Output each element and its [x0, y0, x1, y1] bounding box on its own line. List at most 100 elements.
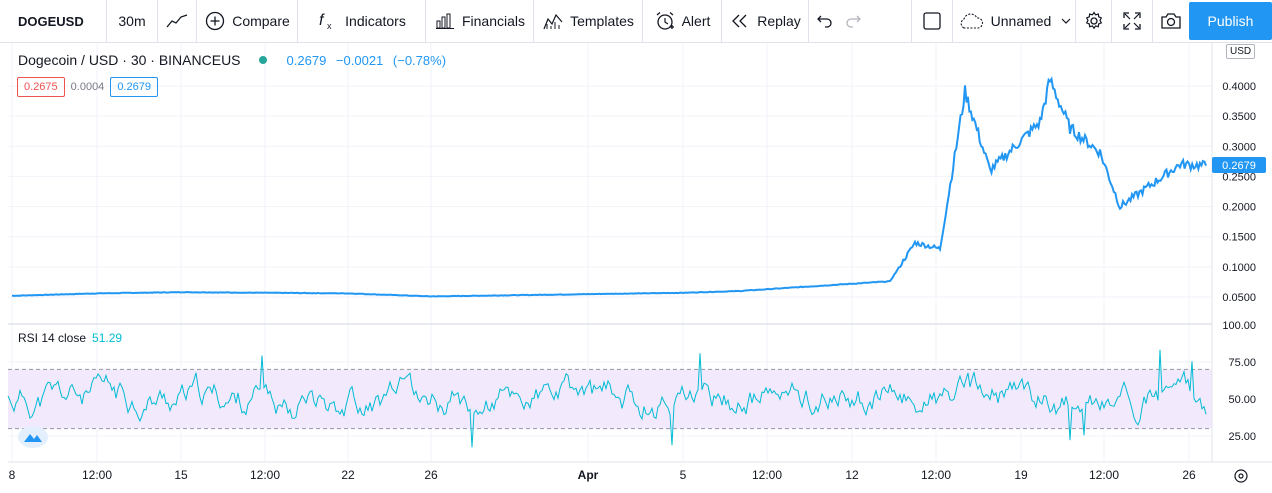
redo-button[interactable] — [840, 0, 866, 42]
alert-label: Alert — [681, 13, 711, 29]
camera-icon — [1160, 13, 1181, 29]
currency-badge[interactable]: USD — [1226, 44, 1256, 59]
symbol-search-button[interactable]: DOGEUSD — [8, 0, 98, 42]
publish-label: Publish — [1207, 13, 1254, 29]
toolbar-divider — [952, 0, 953, 42]
toolbar-divider — [1152, 0, 1153, 42]
interval-label: 30m — [118, 13, 146, 29]
toolbar-divider — [1111, 0, 1112, 42]
time-axis-tick-label: 26 — [1182, 468, 1196, 482]
symbol-legend[interactable]: Dogecoin / USD · 30 · BINANCEUS 0.2679 −… — [18, 52, 452, 68]
spread-value: 0.0004 — [70, 81, 105, 93]
undo-icon — [817, 15, 832, 28]
last-price: 0.2679 — [286, 52, 327, 68]
price-axis-tick-label: 0.1500 — [1222, 232, 1256, 244]
price-axis-tick-label: 0.2000 — [1222, 202, 1256, 214]
templates-label: Templates — [570, 13, 634, 29]
templates-button[interactable]: Templates — [534, 0, 642, 42]
tradingview-logo[interactable] — [18, 426, 48, 448]
settings-button[interactable] — [1076, 0, 1111, 42]
price-axis-tick-label: 0.1000 — [1222, 262, 1256, 274]
chart-settings-button[interactable] — [1234, 469, 1248, 483]
financials-button[interactable]: Financials — [426, 0, 533, 42]
price-series-group — [11, 76, 1207, 298]
interval-button[interactable]: 30m — [107, 0, 157, 42]
price-axis-tick-label: 0.3000 — [1222, 141, 1256, 153]
rsi-axis-tick-label: 25.00 — [1228, 431, 1256, 443]
symbol-title: Dogecoin / USD · 30 · BINANCEUS — [18, 52, 241, 68]
price-axis-tick-label: 0.2500 — [1222, 171, 1256, 183]
symbol-label: DOGEUSD — [18, 13, 84, 29]
market-open-dot — [258, 56, 267, 64]
expand-icon — [1123, 12, 1141, 30]
templates-icon — [542, 10, 564, 32]
rsi-axis-tick-label: 50.00 — [1228, 394, 1256, 406]
svg-text:f: f — [319, 12, 325, 29]
toolbar-divider — [157, 0, 158, 42]
replay-label: Replay — [757, 13, 801, 29]
fullscreen-button[interactable] — [1112, 0, 1152, 42]
price-change-pct: (−0.78%) — [392, 52, 447, 68]
time-axis-tick-label: 12:00 — [82, 468, 112, 482]
line-chart-icon — [166, 14, 188, 28]
toolbar-divider — [721, 0, 722, 42]
fullscreen-layout-button[interactable] — [912, 0, 952, 42]
toolbar-divider — [425, 0, 426, 42]
rsi-legend[interactable]: RSI 14 close 51.29 — [18, 331, 122, 345]
undo-button[interactable] — [812, 0, 838, 42]
current-price-marker: 0.2679 — [1212, 157, 1266, 173]
time-axis-tick-label: 26 — [424, 468, 438, 482]
price-axis-tick-label: 0.0500 — [1222, 292, 1256, 304]
rsi-axis-labels: 100.00 75.00 50.00 25.00 — [1222, 320, 1256, 443]
price-axis-tick-label: 0.3500 — [1222, 111, 1256, 123]
layout-menu-button[interactable]: Unnamed — [953, 0, 1075, 42]
toolbar-divider — [642, 0, 643, 42]
price-axis-labels[interactable]: 0.4000 0.3500 0.3000 0.2500 0.2000 0.1500 0.10… — [1222, 81, 1256, 304]
svg-text:x: x — [327, 21, 332, 31]
rsi-line — [7, 349, 1207, 448]
rsi-band — [8, 369, 1212, 429]
toolbar-divider — [911, 0, 912, 42]
snapshot-button[interactable] — [1153, 0, 1188, 42]
redo-icon — [846, 15, 861, 28]
square-icon — [923, 12, 941, 30]
add-circle-icon — [204, 10, 226, 32]
chart-type-button[interactable] — [158, 0, 196, 42]
time-axis-tick-label: 12:00 — [250, 468, 280, 482]
publish-button[interactable]: Publish — [1189, 2, 1272, 40]
time-axis-tick-label: 12:00 — [921, 468, 951, 482]
compare-label: Compare — [232, 13, 290, 29]
bid-ask-panel: 0.2675 0.0004 0.2679 — [17, 77, 158, 97]
rsi-axis-tick-label: 75.00 — [1228, 357, 1256, 369]
gear-icon — [1085, 11, 1102, 30]
alert-button[interactable]: Alert — [643, 0, 721, 42]
time-axis-tick-label: Apr — [578, 468, 599, 482]
time-axis-tick-label: 5 — [680, 468, 687, 482]
chevron-down-icon — [1061, 18, 1071, 24]
toolbar-divider — [106, 0, 107, 42]
quote-values: 0.2679 −0.0021 (−0.78%) — [287, 53, 453, 68]
tradingview-logo-icon — [24, 434, 42, 442]
time-axis-tick-label: 12 — [845, 468, 859, 482]
layout-name-label: Unnamed — [990, 13, 1052, 29]
time-axis-tick-label: 22 — [341, 468, 355, 482]
time-axis-tick-label: 12:00 — [1089, 468, 1119, 482]
buy-button[interactable]: 0.2679 — [110, 77, 158, 97]
indicators-label: Indicators — [345, 13, 406, 29]
toolbar-divider — [1075, 0, 1076, 42]
time-axis-tick-label: 15 — [174, 468, 188, 482]
replay-button[interactable]: Replay — [722, 0, 808, 42]
time-axis-tick-label: 12:00 — [752, 468, 782, 482]
price-change: −0.0021 — [335, 52, 384, 68]
time-axis-labels[interactable]: 8 12:00 15 12:00 22 26 Apr 5 12:00 12 12:00 19 12:00… — [9, 468, 1196, 482]
compare-button[interactable]: Compare — [197, 0, 297, 42]
rsi-label: RSI 14 close — [18, 331, 87, 345]
rsi-axis-tick-label: 100.00 — [1222, 320, 1256, 332]
toolbar-divider — [533, 0, 534, 42]
sell-button[interactable]: 0.2675 — [17, 77, 65, 97]
rewind-icon — [729, 10, 751, 32]
